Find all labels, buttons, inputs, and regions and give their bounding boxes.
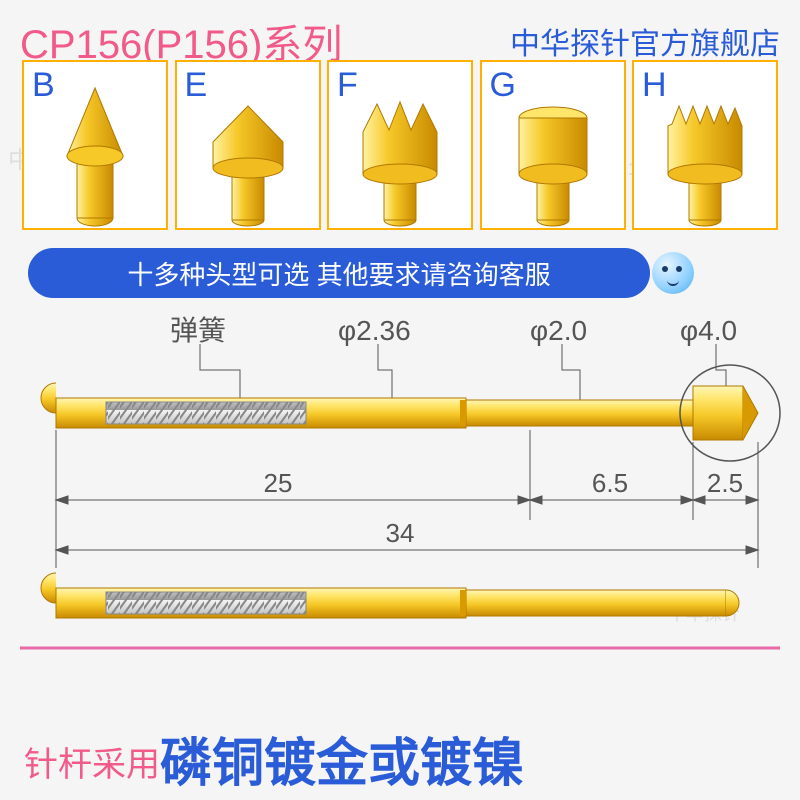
footer-right-text: 磷铜镀金或镀镍: [160, 735, 524, 793]
tip-type-F: F: [327, 60, 473, 230]
dim-6_5: 6.5: [592, 468, 628, 498]
footer-left-text: 针杆采用: [0, 737, 160, 800]
annot-d2: φ2.0: [530, 315, 587, 346]
probe-bottom: [41, 573, 739, 618]
tip-shape-cone-icon: [193, 78, 303, 228]
leader-lines: [200, 344, 726, 400]
annot-d3: φ4.0: [680, 315, 737, 346]
probe-top: [41, 365, 780, 461]
dim-34: 34: [386, 518, 415, 548]
tip-shape-flat-icon: [498, 78, 608, 228]
dim-2_5: 2.5: [707, 468, 743, 498]
dim-row-1: [56, 430, 758, 520]
dim-25: 25: [264, 468, 293, 498]
tip-types-row: B E F: [0, 60, 800, 230]
annot-spring: 弹簧: [170, 315, 226, 346]
annot-d1: φ2.36: [338, 315, 411, 346]
probe-diagram: 弹簧 φ2.36 φ2.0 φ4.0: [0, 300, 800, 720]
tip-type-E: E: [175, 60, 321, 230]
tip-type-H: H: [632, 60, 778, 230]
info-banner: 十多种头型可选 其他要求请咨询客服: [28, 248, 650, 298]
banner-text: 十多种头型可选 其他要求请咨询客服: [127, 255, 550, 292]
store-name: 中华探针官方旗舰店: [510, 19, 780, 63]
tip-shape-serrated-icon: [650, 78, 760, 228]
sweat-emoji-icon: [652, 252, 694, 294]
tip-shape-crown-icon: [345, 78, 455, 228]
footer: 针杆采用 磷铜镀金或镀镍: [0, 726, 800, 800]
tip-type-B: B: [22, 60, 168, 230]
tip-shape-spear-icon: [45, 78, 145, 228]
tip-type-G: G: [480, 60, 626, 230]
